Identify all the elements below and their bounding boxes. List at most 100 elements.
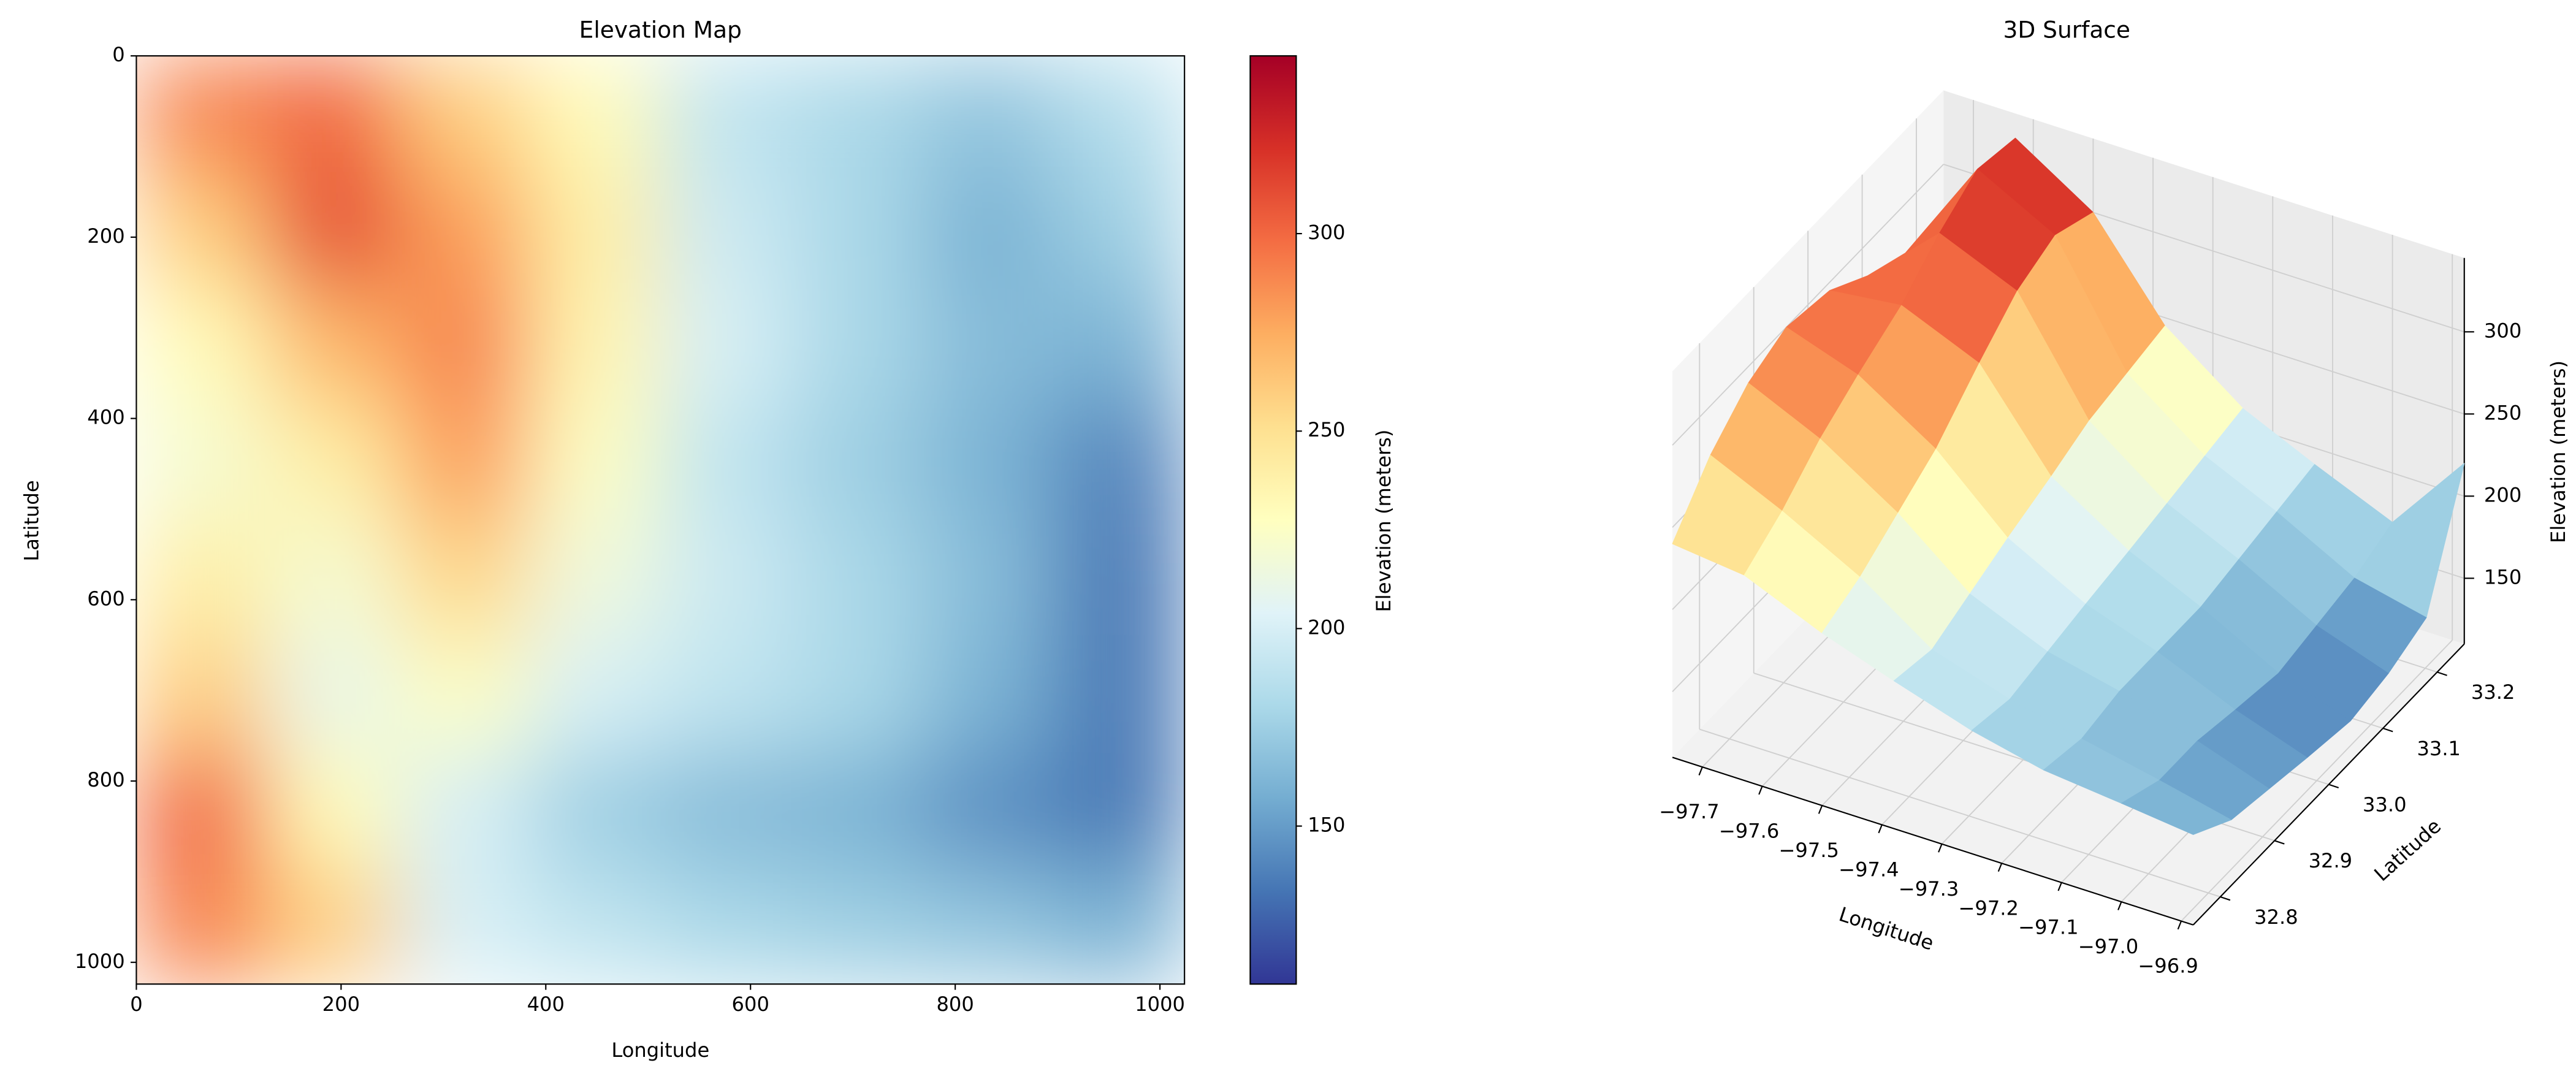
y-tick — [2437, 671, 2447, 676]
heatmap-cell — [529, 520, 661, 637]
x-tick-label: −97.7 — [1659, 800, 1720, 823]
heatmap-cell — [267, 636, 400, 753]
heatmap-cell — [267, 172, 400, 289]
heatmap-cell — [660, 172, 793, 289]
chart-title: Elevation Map — [579, 16, 742, 43]
chart-title: 3D Surface — [2003, 16, 2130, 43]
heatmap-cell — [136, 56, 269, 173]
z-tick-label: 150 — [2484, 565, 2521, 589]
heatmap-cell — [529, 867, 661, 985]
heatmap-cell — [1053, 520, 1185, 637]
x-tick — [1997, 863, 2003, 872]
heatmap-cell — [660, 636, 793, 753]
x-tick — [1698, 766, 1703, 775]
colorbar — [1249, 55, 1297, 985]
x-tick-label: −97.6 — [1719, 820, 1780, 843]
heatmap-cell — [1053, 56, 1185, 173]
x-tick-label: 200 — [322, 992, 360, 1016]
colorbar-tick-label: 250 — [1308, 418, 1345, 441]
y-tick-label: 33.2 — [2471, 680, 2515, 704]
heatmap-cell — [1053, 403, 1185, 521]
heatmap-cell — [398, 520, 530, 637]
heatmap-cell — [529, 636, 661, 753]
heatmap-cell — [398, 56, 530, 173]
heatmap-cell — [136, 752, 269, 869]
x-tick — [2117, 901, 2122, 910]
heatmap-cell — [136, 636, 269, 753]
y-axis-label: Latitude — [2369, 814, 2445, 886]
y-tick-label: 600 — [87, 587, 124, 610]
heatmap-cell — [922, 56, 1054, 173]
heatmap-cell — [922, 752, 1054, 869]
y-tick-label: 33.0 — [2363, 793, 2407, 816]
x-tick-label: 400 — [527, 992, 565, 1016]
heatmap-cell — [529, 56, 661, 173]
heatmap-cell — [529, 403, 661, 521]
heatmap-cell — [922, 403, 1054, 521]
x-tick-label: −97.0 — [2078, 935, 2139, 958]
y-tick-label: 200 — [87, 224, 124, 248]
colorbar-tick-label: 300 — [1308, 221, 1345, 244]
heatmap-cell — [398, 403, 530, 521]
heatmap-cell — [267, 520, 400, 637]
x-tick-label: −97.5 — [1779, 839, 1840, 862]
x-tick — [2057, 882, 2062, 891]
x-tick-label: 600 — [732, 992, 769, 1016]
heatmap-cell — [1053, 867, 1185, 985]
heatmap-cell — [529, 172, 661, 289]
heatmap — [136, 56, 1185, 985]
heatmap-cell — [1053, 288, 1185, 405]
y-tick-label: 32.8 — [2254, 905, 2298, 929]
heatmap-cell — [267, 288, 400, 405]
grid-line — [1672, 164, 1944, 446]
x-tick-label: 800 — [936, 992, 974, 1016]
heatmap-cell — [791, 172, 924, 289]
y-tick — [2328, 783, 2339, 789]
colorbar-tick-label: 200 — [1308, 615, 1345, 639]
heatmap-cell — [791, 288, 924, 405]
heatmap-cell — [398, 288, 530, 405]
heatmap-cell — [267, 867, 400, 985]
heatmap-cell — [922, 288, 1054, 405]
heatmap-cell — [660, 867, 793, 985]
x-tick-label: 0 — [130, 992, 142, 1016]
x-tick — [1878, 825, 1883, 834]
heatmap-cell — [660, 520, 793, 637]
x-tick — [1938, 844, 1943, 853]
heatmap-cell — [398, 636, 530, 753]
x-axis-label: Longitude — [611, 1038, 709, 1062]
y-tick — [2382, 727, 2393, 733]
heatmap-cell — [136, 172, 269, 289]
z-tick-label: 200 — [2484, 483, 2521, 506]
y-tick — [2274, 840, 2285, 845]
heatmap-cell — [791, 752, 924, 869]
x-tick-label: −97.2 — [1958, 896, 2019, 920]
grid-line — [1699, 728, 2221, 897]
heatmap-cell — [136, 867, 269, 985]
heatmap-cell — [660, 288, 793, 405]
heatmap-cell — [529, 288, 661, 405]
heatmap-cell — [922, 520, 1054, 637]
x-tick — [1758, 786, 1763, 795]
heatmap-cell — [791, 403, 924, 521]
heatmap-cell — [922, 867, 1054, 985]
heatmap-cell — [1053, 172, 1185, 289]
x-tick — [2177, 921, 2182, 930]
x-axis-line — [1672, 756, 2193, 926]
y-tick-label: 33.1 — [2417, 737, 2461, 760]
heatmap-cell — [136, 403, 269, 521]
z-tick-label: 300 — [2484, 319, 2521, 342]
heatmap-cell — [267, 752, 400, 869]
heatmap-cell — [660, 56, 793, 173]
surface-patch — [2121, 780, 2232, 835]
heatmap-cells — [136, 56, 1185, 985]
y-tick-label: 400 — [87, 406, 124, 429]
heatmap-cell — [136, 520, 269, 637]
x-tick-label: −97.1 — [2018, 916, 2079, 939]
heatmap-cell — [136, 288, 269, 405]
x-tick-label: −96.9 — [2138, 954, 2198, 978]
heatmap-cell — [398, 867, 530, 985]
heatmap-cell — [1053, 636, 1185, 753]
y-tick-label: 0 — [112, 43, 124, 66]
